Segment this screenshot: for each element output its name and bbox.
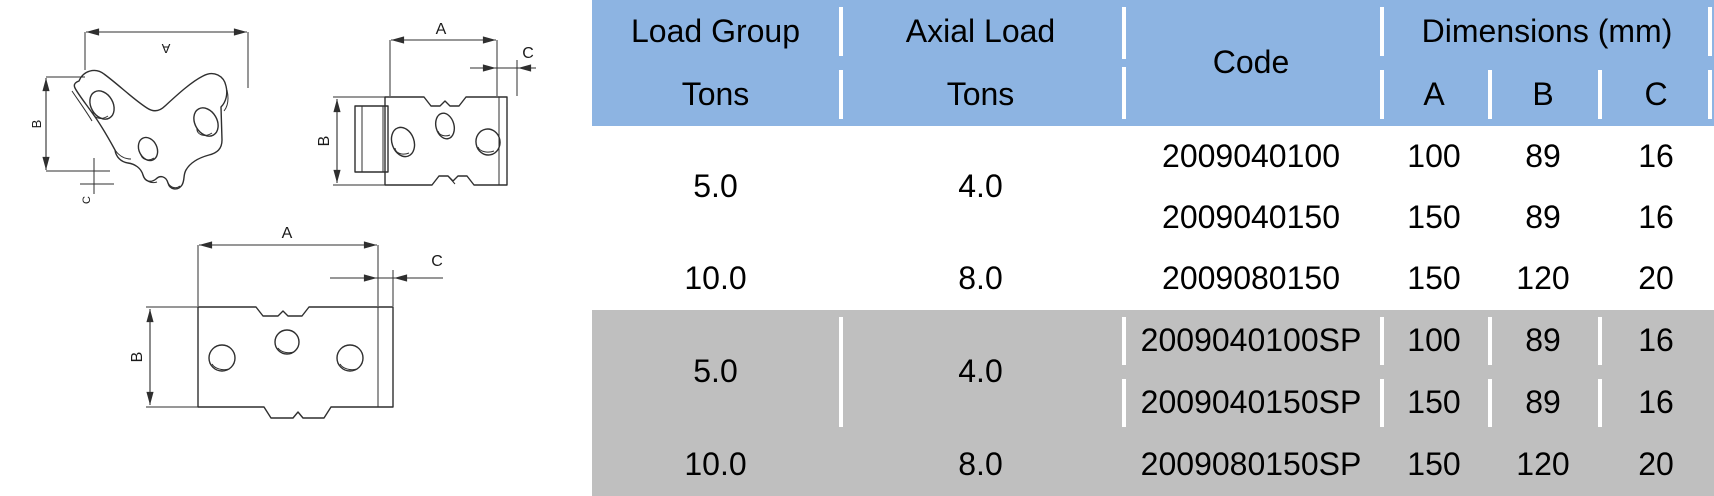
cell-dim-a: 100 <box>1380 310 1488 372</box>
drawings-svg: A B C <box>29 21 536 419</box>
technical-drawings: A B C <box>0 0 592 496</box>
cell-code: 2009080150SP <box>1122 434 1380 496</box>
header-dimensions: Dimensions (mm) <box>1380 0 1714 63</box>
cell-dim-a: 150 <box>1380 434 1488 496</box>
cell-code: 2009040150 <box>1122 187 1380 248</box>
cell-dim-a: 100 <box>1380 126 1488 187</box>
cell-code: 2009040100SP <box>1122 310 1380 372</box>
dim-label-c: C <box>431 253 443 270</box>
cell-load-group: 10.0 <box>684 260 747 297</box>
header-row-1: Load Group Axial Load Code Dimensions (m… <box>592 0 1714 126</box>
cell-load-group: 5.0 <box>693 168 738 205</box>
cell-dim-a: 150 <box>1380 372 1488 434</box>
table-row: 5.0 4.0 2009040100 100 89 16 <box>592 126 1714 248</box>
cell-dim-c: 20 <box>1598 434 1714 496</box>
cell-dim-b: 89 <box>1488 187 1598 248</box>
table-row-shaded: 2009040150SP 150 89 16 <box>592 372 1714 434</box>
header-axial-load: Axial Load <box>839 0 1122 63</box>
cell-dim-b: 89 <box>1488 310 1598 372</box>
cell-dim-b: 89 <box>1488 126 1598 187</box>
cell-dim-a: 150 <box>1380 248 1488 310</box>
cell-axial-load: 4.0 <box>839 310 1122 434</box>
header-code: Code <box>1122 0 1380 126</box>
dim-label-c: C <box>522 45 534 62</box>
header-load-group: Load Group <box>592 0 839 63</box>
cell-axial-load: 4.0 <box>839 126 1122 248</box>
dim-label-b: B <box>316 136 333 147</box>
cell-axial-load: 8.0 <box>839 434 1122 496</box>
header-row-2: Tons Tons A B C <box>592 63 1714 126</box>
dim-label-b: B <box>129 352 146 363</box>
table-row: 10.0 8.0 2009080150 150 120 20 <box>592 248 1714 310</box>
header-dim-b: B <box>1488 63 1598 126</box>
cell-load-group: 10.0 <box>592 434 839 496</box>
drawing-plate-top-view: A C B <box>129 225 443 419</box>
header-dim-a: A <box>1380 63 1488 126</box>
table-row-shaded: 5.0 4.0 2009040100SP 100 89 16 <box>592 310 1714 434</box>
cell-dim-b: 89 <box>1488 372 1598 434</box>
cell-code: 2009040100 <box>1122 126 1380 187</box>
table-row-shaded: 10.0 8.0 2009080150SP 150 120 20 <box>592 434 1714 496</box>
cell-axial-load: 8.0 <box>839 248 1122 310</box>
header-load-group-units: Tons <box>592 63 839 126</box>
cell-dim-c: 16 <box>1598 310 1714 372</box>
drawing-block-side-view: A C B <box>316 21 536 186</box>
table-row: 2009040150 150 89 16 <box>592 187 1714 248</box>
dim-label-a: A <box>436 21 447 38</box>
cell-dim-b: 120 <box>1488 434 1598 496</box>
dim-label-c: C <box>81 196 93 204</box>
cell-code: 2009080150 <box>1122 248 1380 310</box>
cell-dim-a: 150 <box>1380 187 1488 248</box>
dim-label-b: B <box>29 120 44 129</box>
header-dim-c: C <box>1598 63 1714 126</box>
dim-label-a: A <box>161 41 170 56</box>
dim-label-a: A <box>282 225 293 242</box>
cell-code: 2009040150SP <box>1122 372 1380 434</box>
cell-dim-c: 16 <box>1598 126 1714 187</box>
cell-dim-c: 20 <box>1598 248 1714 310</box>
drawing-bracket-isometric: A B C <box>29 28 249 204</box>
cell-dim-b: 120 <box>1488 248 1598 310</box>
cell-dim-c: 16 <box>1598 187 1714 248</box>
cell-dim-c: 16 <box>1598 372 1714 434</box>
cell-load-group: 5.0 <box>592 310 839 434</box>
spec-table: Load Group Axial Load Code Dimensions (m… <box>592 0 1714 496</box>
header-axial-load-units: Tons <box>839 63 1122 126</box>
